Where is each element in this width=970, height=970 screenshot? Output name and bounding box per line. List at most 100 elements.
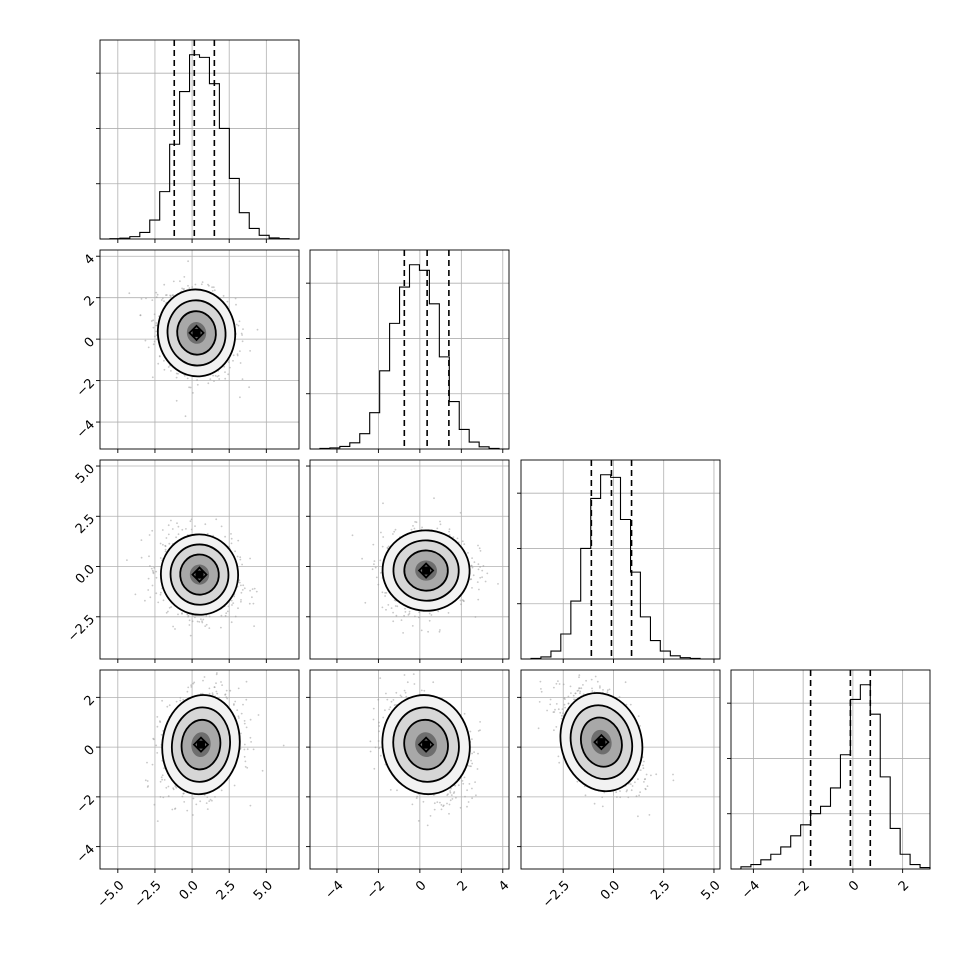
scatter-point <box>160 299 163 301</box>
scatter-point <box>152 343 155 346</box>
scatter-point <box>404 607 406 610</box>
scatter-point <box>152 737 155 740</box>
scatter-point <box>213 686 216 688</box>
scatter-point <box>211 692 214 694</box>
scatter-point <box>181 287 184 290</box>
scatter-point <box>477 598 480 601</box>
pair-content <box>100 460 299 659</box>
scatter-point <box>147 589 150 591</box>
scatter-point <box>476 581 479 583</box>
scatter-point <box>546 709 548 712</box>
scatter-point <box>448 812 450 815</box>
pair-panel-0-1 <box>99 249 300 450</box>
panel-frame <box>99 459 300 660</box>
scatter-point <box>140 298 143 300</box>
scatter-point <box>630 789 633 792</box>
scatter-point <box>208 627 211 629</box>
scatter-point <box>555 726 558 728</box>
scatter-point <box>240 732 242 735</box>
contour-line <box>403 718 449 771</box>
scatter-point <box>217 374 220 377</box>
scatter-point <box>377 583 380 586</box>
hist-panel-0 <box>96 39 300 240</box>
scatter-point <box>224 693 227 696</box>
scatter-point <box>564 706 566 709</box>
contour-line <box>156 288 237 378</box>
scatter-point <box>155 296 158 299</box>
density-peak <box>422 566 431 575</box>
scatter-point <box>161 774 164 777</box>
scatter-point <box>246 766 249 769</box>
scatter-point <box>241 340 244 343</box>
scatter-point <box>433 808 436 811</box>
scatter-point <box>236 709 239 711</box>
scatter-point <box>239 556 242 559</box>
scatter-point <box>385 592 388 594</box>
scatter-point <box>238 581 241 584</box>
scatter-point <box>172 280 175 283</box>
scatter-point <box>596 680 599 683</box>
scatter-point <box>208 687 211 690</box>
scatter-point <box>387 604 390 606</box>
scatter-point <box>471 797 473 800</box>
scatter-point <box>463 776 466 779</box>
scatter-point <box>429 815 432 817</box>
scatter-point <box>140 539 143 541</box>
scatter-point <box>182 698 185 701</box>
scatter-point <box>156 293 159 296</box>
scatter-point <box>249 736 252 739</box>
scatter-point <box>191 614 194 617</box>
contour-line <box>176 310 217 356</box>
scatter-point <box>558 683 561 685</box>
scatter-point <box>361 557 363 560</box>
scatter-point <box>672 773 674 776</box>
scatter-point <box>148 555 150 558</box>
scatter-point <box>378 721 380 724</box>
scatter-point <box>471 566 474 569</box>
scatter-point <box>215 673 218 676</box>
scatter-point <box>233 784 236 787</box>
scatter-point <box>152 326 155 329</box>
scatter-point <box>447 612 450 614</box>
scatter-point <box>220 789 223 792</box>
scatter-point <box>549 698 552 701</box>
scatter-point <box>474 616 477 618</box>
pair-panel-1-2 <box>309 459 510 660</box>
scatter-point <box>386 698 389 701</box>
scatter-point <box>212 286 215 289</box>
scatter-point <box>146 786 149 788</box>
scatter-point <box>245 726 248 729</box>
scatter-point <box>151 569 154 572</box>
scatter-point <box>282 744 285 747</box>
scatter-point <box>385 692 387 695</box>
scatter-point <box>161 778 164 781</box>
scatter-point <box>152 319 155 322</box>
scatter-point <box>202 618 205 621</box>
scatter-point <box>160 733 163 736</box>
scatter-point <box>209 378 212 380</box>
scatter-point <box>174 808 176 810</box>
contour-line <box>159 533 240 616</box>
scatter-point <box>408 612 411 615</box>
scatter-point <box>382 536 385 538</box>
scatter-point <box>172 788 175 791</box>
scatter-point <box>398 662 400 664</box>
scatter-point <box>236 354 239 357</box>
scatter-point <box>378 730 380 733</box>
scatter-point <box>461 599 464 601</box>
scatter-point <box>637 778 639 780</box>
scatter-point <box>475 794 477 797</box>
scatter-point <box>446 802 448 805</box>
scatter-point <box>183 374 186 377</box>
scatter-point <box>404 691 407 694</box>
scatter-point <box>203 676 206 678</box>
scatter-point <box>175 536 178 539</box>
scatter-point <box>227 605 230 608</box>
scatter-point <box>205 615 208 617</box>
scatter-point <box>170 606 173 608</box>
scatter-point <box>619 796 622 799</box>
scatter-point <box>240 591 243 594</box>
scatter-point <box>189 520 192 523</box>
scatter-point <box>158 355 161 357</box>
scatter-point <box>464 795 466 798</box>
